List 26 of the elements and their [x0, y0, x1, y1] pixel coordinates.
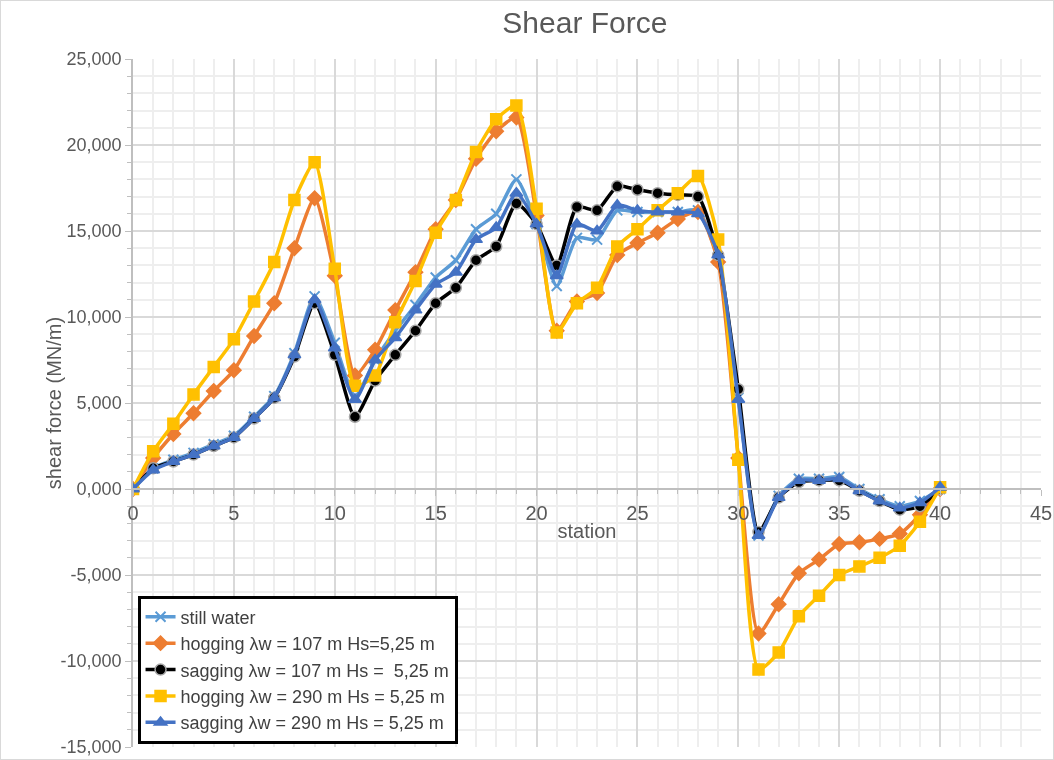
x-tick-label: 20 — [525, 501, 548, 524]
y-tick-label: 15,000 — [66, 221, 122, 242]
x-tick-label: 25 — [626, 501, 649, 524]
x-tick-label: 35 — [828, 501, 851, 524]
y-tick-label: -5,000 — [70, 565, 122, 586]
x-tick-label: 5 — [228, 501, 240, 524]
y-tick-label: 25,000 — [66, 49, 122, 70]
x-tick-label: 40 — [928, 501, 952, 524]
y-tick-label: 20,000 — [66, 135, 122, 156]
legend-label: hogging λw = 290 m Hs = 5,25 m — [180, 686, 445, 707]
x-tick-label: 15 — [424, 501, 447, 524]
y-tick-label: 5,000 — [76, 393, 122, 414]
y-tick-label: 10,000 — [66, 307, 122, 328]
x-tick-label: 10 — [323, 501, 346, 524]
y-axis-title: shear force (MN/m) — [42, 316, 65, 490]
y-tick-label: -15,000 — [60, 737, 122, 758]
legend-label: hogging λw = 107 m Hs=5,25 m — [180, 634, 435, 655]
legend-label: still water — [180, 607, 256, 628]
x-axis-title: station — [557, 519, 617, 542]
legend-label: sagging λw = 107 m Hs = 5,25 m — [180, 660, 449, 681]
legend-label: sagging λw = 290 m Hs = 5,25 m — [180, 713, 444, 734]
y-tick-label: -10,000 — [60, 651, 122, 672]
x-tick-label: 0 — [127, 501, 139, 524]
chart-title: Shear Force — [502, 6, 668, 40]
x-tick-label: 45 — [1029, 501, 1053, 524]
y-tick-label: 0,000 — [76, 479, 122, 500]
